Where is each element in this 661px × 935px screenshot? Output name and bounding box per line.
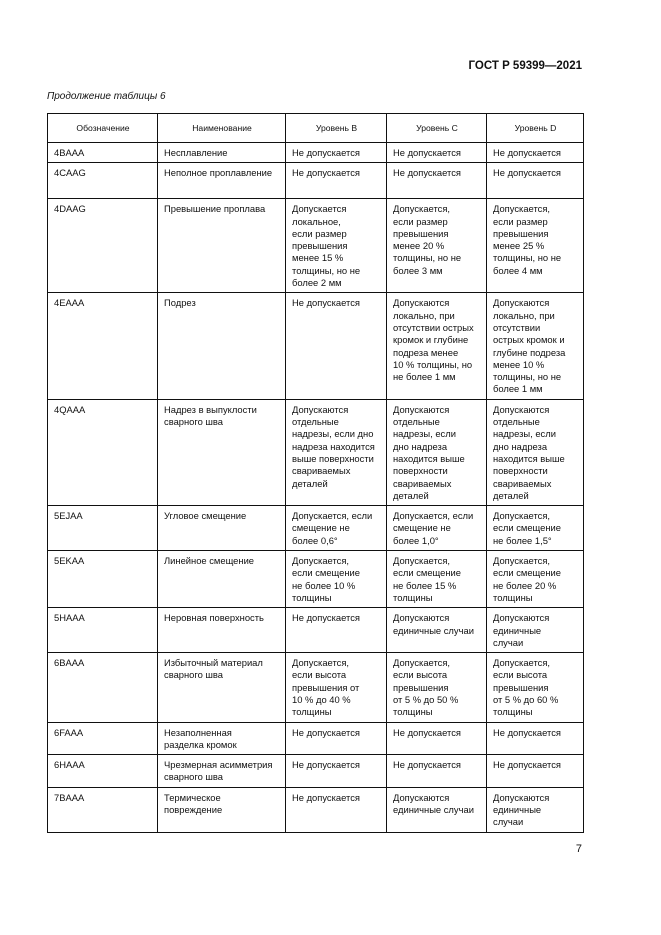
page-number: 7 bbox=[575, 843, 582, 855]
table-row: 5EKAA Линейное смещение Допускается, если … bbox=[47, 550, 584, 609]
level-c-cell: Допускаются отдельные надрезы, если дно … bbox=[386, 398, 487, 507]
level-c-cell: Не допускается bbox=[386, 141, 487, 164]
level-c-cell: Допускаются единичные случаи bbox=[386, 786, 487, 833]
name-cell: Неполное проплавление bbox=[157, 162, 286, 200]
table-row: 4BAAA Несплавление Не допускается Не допуск… bbox=[47, 141, 584, 164]
name-cell: Термическое повреждение bbox=[157, 786, 286, 833]
level-b-cell: Допускается, если смещение не более 0,6° bbox=[285, 505, 387, 552]
level-b-cell: Допускаются отдельные надрезы, если дно … bbox=[285, 398, 387, 507]
level-c-cell: Допускаются локально, при отсутствии ост… bbox=[386, 292, 487, 400]
name-cell: Надрез в выпуклости сварного шва bbox=[157, 398, 286, 507]
level-c-cell: Допускается, если размер превышения мене… bbox=[386, 198, 487, 294]
level-d-cell: Не допускается bbox=[486, 754, 584, 788]
designation-cell: 7BAAA bbox=[47, 786, 158, 833]
name-cell: Избыточный материал сварного шва bbox=[157, 652, 286, 723]
level-b-cell: Не допускается bbox=[285, 141, 387, 164]
designation-cell: 4DAAG bbox=[47, 198, 158, 294]
table-row: 4QAAA Надрез в выпуклости сварного шва Доп… bbox=[47, 398, 584, 507]
name-cell: Незаполненная разделка кромок bbox=[157, 721, 286, 756]
level-b-cell: Не допускается bbox=[285, 292, 387, 400]
name-cell: Несплавление bbox=[157, 141, 286, 164]
name-cell: Превышение проплава bbox=[157, 198, 286, 294]
column-header-level-d: Уровень D bbox=[486, 113, 584, 143]
column-header-level-c: Уровень C bbox=[386, 113, 487, 143]
level-b-cell: Допускается, если смещение не более 10 %… bbox=[285, 550, 387, 609]
name-cell: Неровная поверхность bbox=[157, 607, 286, 654]
table-row: 4DAAG Превышение проплава Допускается лока… bbox=[47, 198, 584, 294]
level-b-cell: Допускается, если высота превышения от 1… bbox=[285, 652, 387, 723]
level-b-cell: Допускается локальное, если размер превы… bbox=[285, 198, 387, 294]
column-header-level-b: Уровень B bbox=[285, 113, 387, 143]
defects-table: Обозначение Наименование Уровень B Урове… bbox=[47, 113, 584, 833]
level-b-cell: Не допускается bbox=[285, 721, 387, 756]
level-c-cell: Допускается, если смещение не более 1,0° bbox=[386, 505, 487, 552]
table-row: 7BAAA Термическое повреждение Не допускает… bbox=[47, 786, 584, 833]
table-row: 6HAAA Чрезмерная асимметрия сварного шва Н… bbox=[47, 754, 584, 788]
level-b-cell: Не допускается bbox=[285, 162, 387, 200]
table-row: 5HAAA Неровная поверхность Не допускается Д… bbox=[47, 607, 584, 654]
level-d-cell: Не допускается bbox=[486, 162, 584, 200]
level-d-cell: Не допускается bbox=[486, 721, 584, 756]
name-cell: Линейное смещение bbox=[157, 550, 286, 609]
designation-cell: 5EKAA bbox=[47, 550, 158, 609]
table-row: 6FAAA Незаполненная разделка кромок Не доп… bbox=[47, 721, 584, 756]
designation-cell: 6FAAA bbox=[47, 721, 158, 756]
level-d-cell: Допускается, если смещение не более 20 %… bbox=[486, 550, 584, 609]
designation-cell: 6HAAA bbox=[47, 754, 158, 788]
level-d-cell: Допускается, если размер превышения мене… bbox=[486, 198, 584, 294]
designation-cell: 4BAAA bbox=[47, 141, 158, 164]
level-c-cell: Не допускается bbox=[386, 754, 487, 788]
level-d-cell: Допускается, если высота превышения от 5… bbox=[486, 652, 584, 723]
level-c-cell: Не допускается bbox=[386, 721, 487, 756]
level-b-cell: Не допускается bbox=[285, 754, 387, 788]
table-body: 4BAAA Несплавление Не допускается Не допуск… bbox=[47, 141, 584, 833]
level-d-cell: Допускаются локально, при отсутствии ост… bbox=[486, 292, 584, 400]
level-b-cell: Не допускается bbox=[285, 786, 387, 833]
designation-cell: 5EJAA bbox=[47, 505, 158, 552]
name-cell: Чрезмерная асимметрия сварного шва bbox=[157, 754, 286, 788]
table-row: 6BAAA Избыточный материал сварного шва Доп… bbox=[47, 652, 584, 723]
column-header-name: Наименование bbox=[157, 113, 286, 143]
name-cell: Подрез bbox=[157, 292, 286, 400]
level-d-cell: Допускаются единичные случаи bbox=[486, 607, 584, 654]
table-header-row: Обозначение Наименование Уровень B Урове… bbox=[47, 113, 584, 143]
designation-cell: 6BAAA bbox=[47, 652, 158, 723]
level-c-cell: Не допускается bbox=[386, 162, 487, 200]
level-d-cell: Не допускается bbox=[486, 141, 584, 164]
document-code: ГОСТ Р 59399—2021 bbox=[468, 60, 582, 72]
table-row: 4EAAA Подрез Не допускается Допускаются лок… bbox=[47, 292, 584, 400]
level-d-cell: Допускаются отдельные надрезы, если дно … bbox=[486, 398, 584, 507]
level-d-cell: Допускаются единичные случаи bbox=[486, 786, 584, 833]
table-row: 5EJAA Угловое смещение Допускается, если с… bbox=[47, 505, 584, 552]
column-header-designation: Обозначение bbox=[47, 113, 158, 143]
designation-cell: 4QAAA bbox=[47, 398, 158, 507]
designation-cell: 4CAAG bbox=[47, 162, 158, 200]
designation-cell: 4EAAA bbox=[47, 292, 158, 400]
designation-cell: 5HAAA bbox=[47, 607, 158, 654]
level-c-cell: Допускается, если смещение не более 15 %… bbox=[386, 550, 487, 609]
table-row: 4CAAG Неполное проплавление Не допускается… bbox=[47, 162, 584, 200]
level-b-cell: Не допускается bbox=[285, 607, 387, 654]
level-d-cell: Допускается, если смещение не более 1,5° bbox=[486, 505, 584, 552]
level-c-cell: Допускается, если высота превышения от 5… bbox=[386, 652, 487, 723]
table-caption: Продолжение таблицы 6 bbox=[47, 91, 166, 102]
name-cell: Угловое смещение bbox=[157, 505, 286, 552]
level-c-cell: Допускаются единичные случаи bbox=[386, 607, 487, 654]
